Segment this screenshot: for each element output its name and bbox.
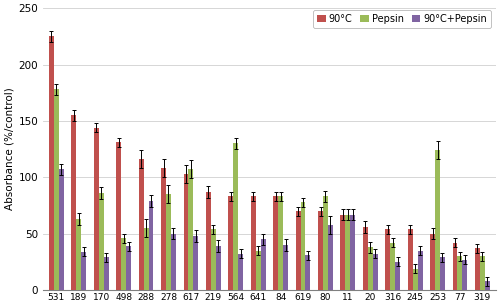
Bar (76, 219, 82, 290)
Bar (256, 251, 260, 290)
Bar (430, 234, 435, 290)
Bar (228, 196, 234, 290)
Bar (485, 281, 490, 290)
Bar (206, 192, 211, 290)
Bar (144, 228, 148, 290)
Bar (166, 194, 171, 290)
Bar (138, 159, 143, 290)
Bar (234, 144, 238, 290)
Bar (318, 211, 323, 290)
Bar (188, 170, 194, 290)
Bar (194, 236, 198, 290)
Bar (390, 243, 395, 290)
Bar (395, 262, 400, 290)
Bar (435, 150, 440, 290)
Bar (363, 227, 368, 290)
Bar (300, 202, 306, 290)
Bar (458, 256, 462, 290)
Bar (306, 255, 310, 290)
Bar (161, 168, 166, 290)
Bar (251, 196, 256, 290)
Bar (211, 229, 216, 290)
Bar (278, 196, 283, 290)
Bar (296, 211, 300, 290)
Bar (148, 201, 154, 290)
Bar (462, 259, 468, 290)
Bar (350, 215, 356, 290)
Bar (340, 215, 345, 290)
Bar (171, 234, 176, 290)
Bar (273, 196, 278, 290)
Bar (408, 229, 412, 290)
Bar (82, 252, 86, 290)
Bar (323, 196, 328, 290)
Bar (184, 174, 188, 290)
Bar (283, 245, 288, 290)
Bar (238, 254, 243, 290)
Bar (418, 251, 422, 290)
Bar (440, 257, 445, 290)
Bar (475, 248, 480, 290)
Bar (126, 246, 131, 290)
Bar (480, 256, 485, 290)
Bar (94, 128, 99, 290)
Bar (260, 239, 266, 290)
Bar (121, 238, 126, 290)
Bar (99, 193, 103, 290)
Bar (412, 269, 418, 290)
Bar (368, 247, 372, 290)
Bar (104, 257, 108, 290)
Bar (216, 246, 220, 290)
Bar (452, 243, 458, 290)
Bar (116, 142, 121, 290)
Bar (346, 215, 350, 290)
Bar (59, 170, 64, 290)
Bar (372, 254, 378, 290)
Bar (386, 229, 390, 290)
Y-axis label: Absorbance (%/control): Absorbance (%/control) (4, 88, 14, 211)
Bar (49, 36, 54, 290)
Bar (328, 225, 333, 290)
Bar (72, 115, 76, 290)
Legend: 90°C, Pepsin, 90°C+Pepsin: 90°C, Pepsin, 90°C+Pepsin (313, 10, 491, 28)
Bar (54, 89, 59, 290)
